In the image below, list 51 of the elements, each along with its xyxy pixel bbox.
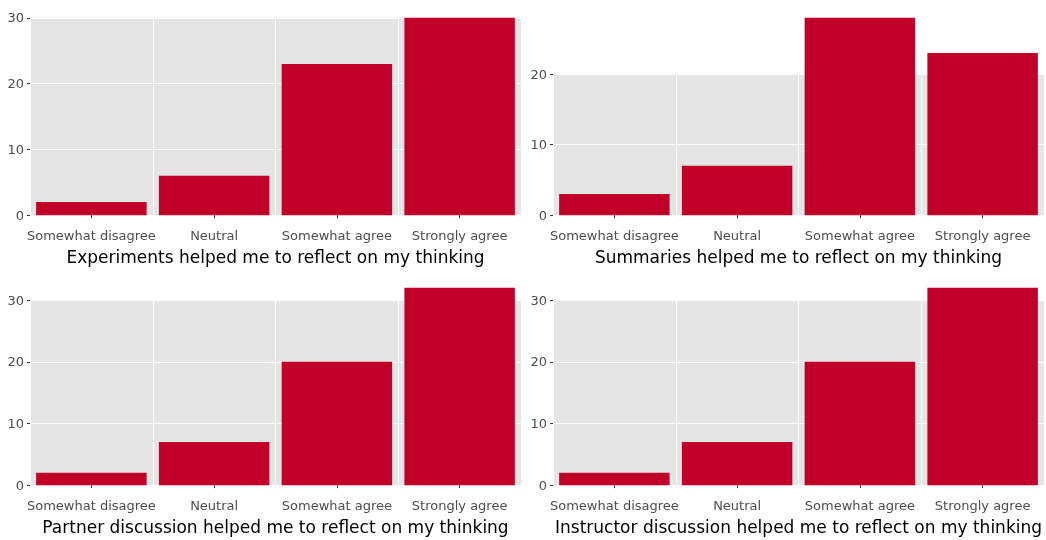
y-tick-label: 20 [7,76,24,92]
y-tick-label: 30 [7,10,24,26]
bar [404,287,515,486]
x-tick-label: Neutral [713,228,762,243]
x-tick-label: Neutral [190,498,239,513]
bar [681,165,793,216]
x-axis-title: Summaries helped me to reflect on my thinking [594,246,1003,267]
x-tick-label: Somewhat disagree [549,498,679,513]
y-tick-label: 0 [15,207,24,223]
x-axis-title: Experiments helped me to reflect on my thinking [66,246,485,267]
bar [158,175,270,216]
x-tick-label: Strongly agree [934,498,1031,513]
x-tick-label: Neutral [713,498,762,513]
bar [281,63,393,216]
bar [559,472,670,486]
x-axis-title: Instructor discussion helped me to reflect on my thinking [554,516,1043,537]
x-tick-label: Somewhat agree [804,498,915,513]
bar [559,194,670,216]
y-tick-label: 30 [530,292,547,308]
bar [804,17,916,216]
y-tick-label: 10 [7,141,24,157]
x-tick-label: Strongly agree [934,228,1031,243]
bar [158,441,270,486]
y-tick-label: 0 [15,477,24,493]
y-tick-label: 10 [530,137,547,153]
y-tick-label: 0 [538,477,547,493]
y-tick-label: 20 [530,66,547,82]
bar [281,361,393,486]
y-tick-label: 10 [7,415,24,431]
y-tick-label: 0 [538,207,547,223]
x-tick-label: Somewhat disagree [549,228,679,243]
x-tick-label: Somewhat agree [281,498,392,513]
x-tick-label: Somewhat agree [804,228,915,243]
y-tick-label: 20 [530,354,547,370]
x-tick-label: Neutral [190,228,239,243]
bar [36,472,147,486]
x-tick-label: Somewhat agree [281,228,392,243]
bar [804,361,916,486]
y-tick-label: 20 [7,354,24,370]
bar [681,441,793,486]
y-tick-label: 30 [7,292,24,308]
x-tick-label: Somewhat disagree [26,498,156,513]
bar [927,287,1038,486]
x-axis-title: Partner discussion helped me to reflect on my thinking [42,516,509,537]
x-tick-label: Strongly agree [411,228,508,243]
x-tick-label: Strongly agree [411,498,508,513]
bar [404,17,515,216]
x-tick-label: Somewhat disagree [26,228,156,243]
y-tick-label: 10 [530,415,547,431]
bar [927,53,1038,216]
bar [36,201,147,216]
